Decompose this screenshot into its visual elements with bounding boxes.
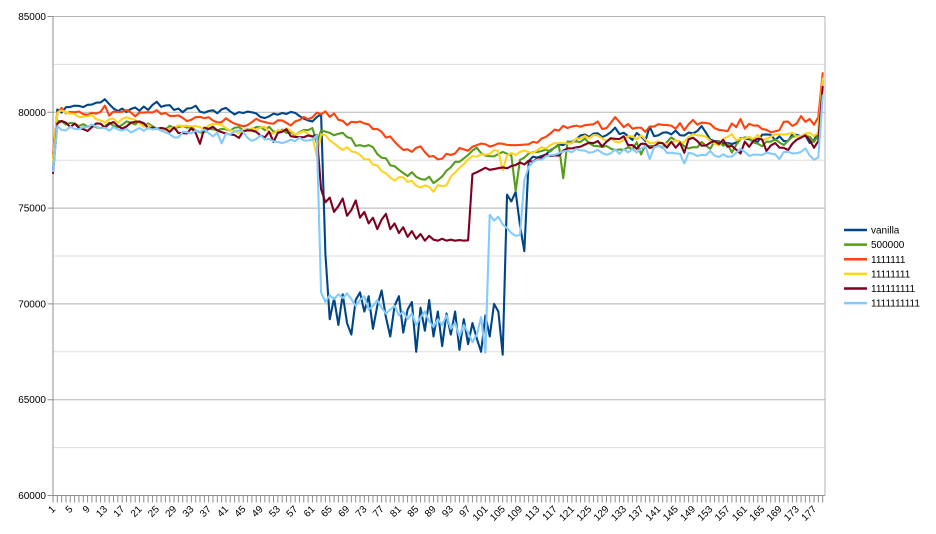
svg-text:1111111111: 1111111111	[871, 299, 920, 310]
svg-text:85000: 85000	[18, 12, 46, 23]
svg-text:11111111: 11111111	[871, 269, 911, 280]
svg-text:65000: 65000	[18, 395, 46, 406]
svg-text:1111111: 1111111	[871, 255, 906, 266]
svg-text:111111111: 111111111	[871, 284, 916, 295]
svg-text:60000: 60000	[18, 491, 46, 502]
svg-text:70000: 70000	[18, 299, 46, 310]
svg-text:vanilla: vanilla	[871, 226, 900, 237]
svg-text:500000: 500000	[871, 240, 905, 251]
svg-text:80000: 80000	[18, 108, 46, 119]
svg-text:75000: 75000	[18, 204, 46, 215]
